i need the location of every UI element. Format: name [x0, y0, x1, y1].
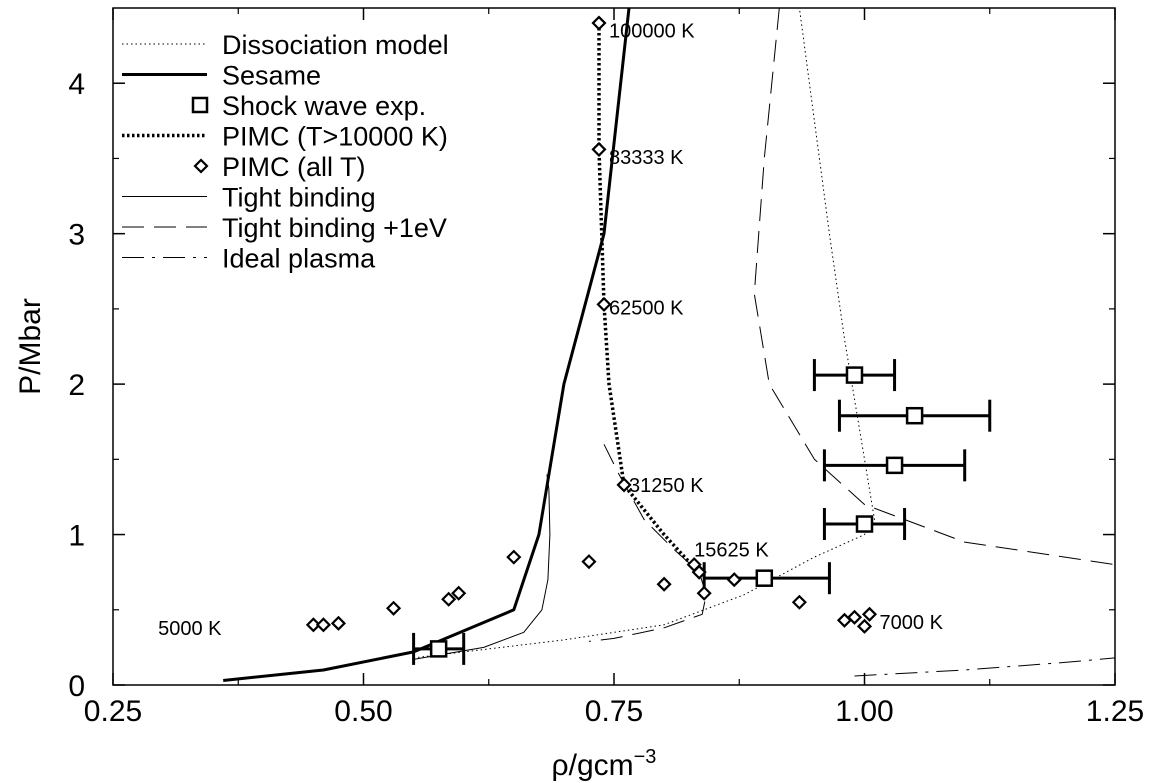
pimc-point — [846, 609, 863, 625]
series-line-solid-thin-2 — [413, 474, 551, 660]
legend-entry-label: Tight binding +1eV — [222, 213, 447, 243]
pimc-point — [591, 141, 607, 157]
legend-entry-label: PIMC (all T) — [222, 152, 366, 182]
series-line-dashed-long-3 — [588, 444, 707, 642]
series-line-dash-dot-5 — [854, 657, 1115, 677]
pimc-point — [616, 477, 632, 493]
pimc-point — [791, 594, 807, 610]
legend-symbol-diamond — [193, 158, 209, 174]
pimc-point — [726, 572, 742, 588]
temperature-label: 83333 K — [609, 147, 684, 169]
y-tick-label: 2 — [68, 369, 85, 402]
temperature-label: 31250 K — [629, 475, 704, 497]
x-axis-title: ρ/gcm−3 — [552, 746, 657, 782]
legend-entry-label: Ideal plasma — [222, 244, 376, 274]
pimc-point — [591, 15, 607, 31]
series-line-dotted-thin-1 — [413, 8, 875, 659]
marker-layer — [305, 15, 992, 665]
y-tick-label: 3 — [68, 219, 85, 252]
x-tick-label: 0.75 — [585, 695, 643, 728]
legend-entry-label: Dissociation model — [222, 30, 449, 60]
y-tick-label: 0 — [68, 670, 85, 703]
shock-wave-point — [845, 366, 864, 384]
pimc-point — [315, 617, 331, 633]
temperature-label: 62500 K — [609, 297, 684, 319]
annotation-layer: 100000 K 83333 K 62500 K 31250 K 15625 K 5000… — [158, 21, 943, 640]
x-tick-label: 1.25 — [1086, 695, 1144, 728]
pimc-point — [330, 615, 347, 631]
y-axis-title: P/Mbar — [14, 298, 47, 395]
pimc-point — [861, 606, 878, 622]
x-axis-title-superscript: −3 — [634, 746, 657, 768]
shock-wave-point — [885, 456, 904, 475]
legend-symbol-square — [191, 96, 209, 114]
pimc-point — [441, 591, 457, 607]
axes: 0.25 0.50 0.75 1.00 1.25 0 1 2 3 4 ρ/gcm−3 P/Mbar — [14, 7, 1144, 782]
shock-wave-point — [905, 406, 924, 425]
legend-entry-label: Shock wave exp. — [222, 91, 426, 121]
pimc-point — [506, 549, 522, 565]
shock-wave-point — [855, 515, 874, 533]
pimc-point — [386, 600, 402, 616]
series-line-dashed-long-4 — [753, 8, 1115, 566]
series-line-solid-thick-0 — [223, 8, 631, 682]
shock-wave-point — [755, 569, 774, 587]
x-axis-title-text: ρ/gcm — [552, 749, 634, 782]
temperature-label: 100000 K — [609, 21, 695, 43]
x-tick-label: 0.25 — [84, 695, 142, 728]
pimc-point — [696, 585, 712, 601]
x-tick-label: 1.00 — [835, 695, 893, 728]
pimc-point — [656, 576, 672, 592]
temperature-label: 7000 K — [880, 612, 944, 634]
temperature-label: 15625 K — [694, 540, 769, 562]
y-tick-label: 1 — [68, 520, 85, 553]
legend-entry-label: PIMC (T>10000 K) — [222, 122, 448, 152]
legend-entry-label: Sesame — [222, 61, 321, 91]
pimc-point — [451, 585, 467, 601]
pimc-point — [856, 618, 873, 634]
pimc-point — [596, 296, 612, 312]
shock-wave-point — [429, 640, 448, 658]
temperature-label: 5000 K — [158, 618, 222, 640]
pimc-point — [581, 554, 597, 570]
y-tick-label: 4 — [68, 68, 85, 101]
pimc-point — [691, 564, 707, 580]
pimc-point — [305, 617, 321, 633]
x-tick-label: 0.50 — [334, 695, 392, 728]
legend-entry-label: Tight binding — [222, 183, 376, 213]
